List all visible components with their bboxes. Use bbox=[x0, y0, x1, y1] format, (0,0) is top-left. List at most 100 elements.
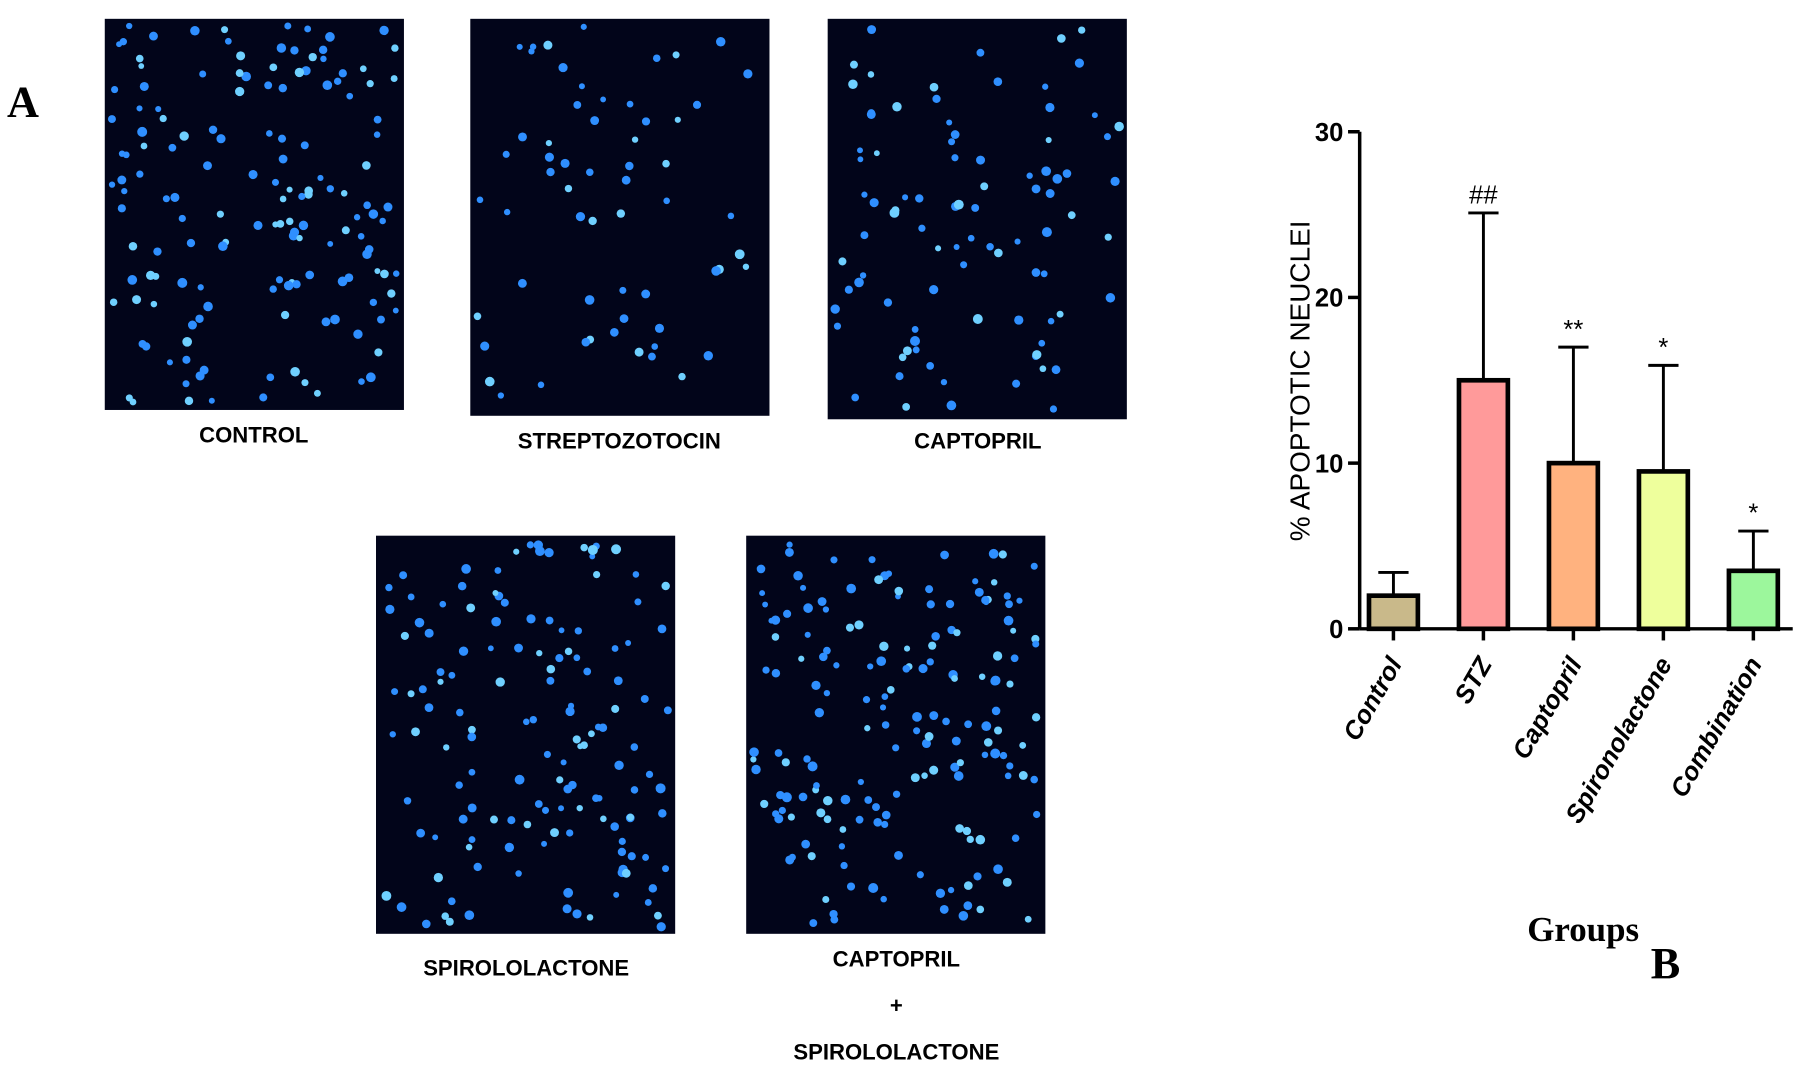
nucleus bbox=[811, 680, 821, 691]
nucleus bbox=[138, 339, 147, 348]
nucleus bbox=[776, 790, 785, 800]
nucleus bbox=[330, 314, 340, 325]
nucleus bbox=[369, 298, 378, 307]
nucleus bbox=[594, 723, 602, 731]
nucleus bbox=[939, 904, 949, 914]
nucleus bbox=[266, 373, 275, 382]
nucleus bbox=[437, 678, 444, 685]
nucleus bbox=[572, 909, 582, 919]
nucleus bbox=[774, 749, 783, 757]
nucleus bbox=[221, 26, 229, 34]
nucleus bbox=[536, 649, 543, 657]
nucleus bbox=[879, 704, 887, 711]
nucleus bbox=[830, 556, 838, 564]
nucleus bbox=[833, 322, 842, 330]
significance-label: * bbox=[1658, 334, 1668, 362]
nucleus bbox=[373, 115, 382, 124]
nucleus bbox=[951, 154, 959, 162]
nucleus bbox=[136, 170, 144, 178]
nucleus bbox=[294, 67, 305, 78]
nucleus bbox=[867, 71, 875, 78]
nucleus bbox=[929, 711, 939, 721]
nucleus bbox=[800, 584, 807, 591]
nucleus bbox=[1039, 365, 1047, 373]
nucleus bbox=[526, 614, 536, 624]
nucleus bbox=[558, 805, 565, 812]
nucleus bbox=[883, 298, 893, 307]
nucleus bbox=[533, 540, 543, 550]
nucleus bbox=[876, 656, 887, 667]
nucleus bbox=[515, 870, 522, 877]
nucleus bbox=[1041, 166, 1052, 177]
nucleus bbox=[783, 609, 792, 618]
nucleus bbox=[484, 376, 495, 387]
nucleus bbox=[391, 688, 399, 696]
nucleus bbox=[750, 756, 757, 763]
nucleus bbox=[1049, 405, 1058, 413]
nucleus bbox=[199, 70, 207, 78]
nucleus bbox=[648, 884, 658, 893]
nucleus bbox=[988, 548, 999, 559]
nucleus bbox=[1006, 680, 1014, 688]
nucleus bbox=[564, 647, 573, 656]
nucleus bbox=[111, 85, 119, 94]
nucleus bbox=[981, 751, 989, 759]
y-tick-label: 10 bbox=[1315, 450, 1344, 478]
nucleus bbox=[960, 261, 968, 269]
nucleus bbox=[966, 835, 974, 844]
nucleus bbox=[950, 762, 960, 772]
nucleus bbox=[363, 201, 371, 210]
nucleus bbox=[657, 624, 667, 634]
nucleus bbox=[565, 706, 575, 717]
nucleus bbox=[1010, 627, 1017, 634]
nucleus bbox=[926, 600, 935, 609]
nucleus bbox=[947, 886, 955, 894]
nucleus bbox=[203, 301, 213, 312]
nucleus bbox=[502, 150, 510, 158]
nucleus bbox=[593, 570, 601, 579]
nucleus bbox=[998, 550, 1007, 559]
nucleus bbox=[674, 116, 681, 123]
nucleus bbox=[823, 795, 833, 806]
nucleus bbox=[580, 543, 588, 552]
nucleus bbox=[537, 381, 545, 389]
nucleus bbox=[272, 221, 279, 228]
nucleus bbox=[224, 37, 232, 45]
nucleus bbox=[648, 352, 656, 361]
nucleus bbox=[830, 915, 839, 924]
nucleus bbox=[1078, 26, 1086, 34]
nucleus bbox=[321, 317, 331, 327]
nucleus bbox=[359, 65, 367, 73]
nucleus bbox=[560, 158, 570, 168]
nucleus bbox=[277, 134, 287, 143]
nucleus bbox=[626, 813, 635, 821]
nucleus bbox=[517, 278, 527, 288]
nucleus bbox=[358, 378, 365, 385]
nucleus bbox=[503, 208, 511, 216]
nucleus bbox=[116, 41, 123, 48]
nucleus bbox=[514, 774, 525, 785]
nucleus bbox=[447, 897, 456, 906]
nucleus bbox=[170, 192, 180, 203]
nucleus bbox=[857, 147, 863, 154]
nucleus bbox=[894, 586, 904, 596]
nucleus bbox=[1045, 102, 1055, 113]
nucleus bbox=[433, 872, 443, 883]
nucleus bbox=[514, 643, 523, 653]
nucleus bbox=[416, 828, 426, 838]
nucleus bbox=[978, 673, 986, 680]
nucleus bbox=[867, 109, 876, 118]
nucleus bbox=[467, 732, 477, 742]
nucleus bbox=[586, 914, 594, 921]
nucleus bbox=[881, 810, 891, 820]
bar bbox=[1726, 568, 1781, 632]
nucleus bbox=[809, 919, 818, 928]
nucleus bbox=[912, 711, 922, 722]
nucleus bbox=[823, 815, 832, 824]
nucleus bbox=[656, 922, 666, 932]
nucleus bbox=[529, 715, 538, 724]
nucleus bbox=[652, 54, 661, 63]
nucleus bbox=[1018, 771, 1028, 780]
image-caption: CONTROL bbox=[199, 423, 308, 448]
nucleus bbox=[117, 175, 127, 185]
